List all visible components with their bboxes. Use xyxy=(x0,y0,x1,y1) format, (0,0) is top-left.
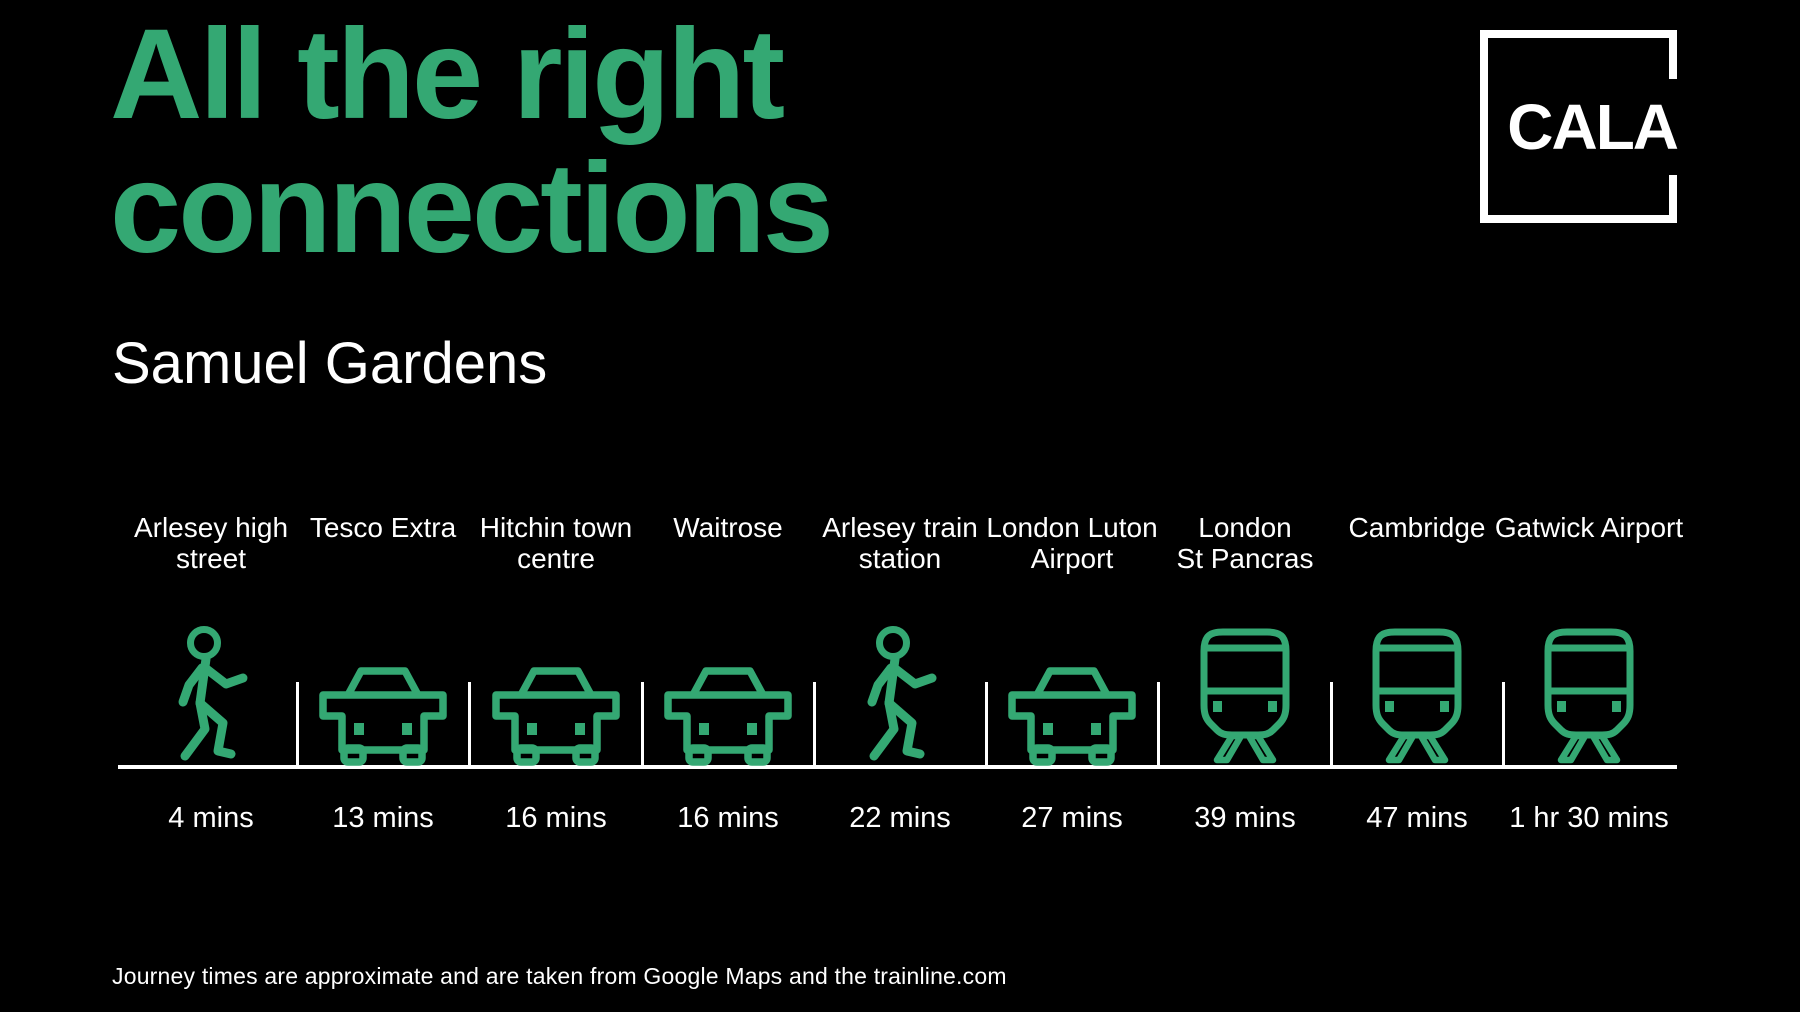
development-name: Samuel Gardens xyxy=(112,331,548,396)
walking-icon xyxy=(867,626,937,761)
destination-label-line: Gatwick Airport xyxy=(1494,512,1684,543)
train-icon xyxy=(1372,628,1462,764)
transport-icon-wrap xyxy=(1005,664,1139,767)
transport-icon-wrap xyxy=(489,664,623,767)
column-divider xyxy=(1157,682,1160,767)
baseline-rule xyxy=(118,765,1677,769)
destination-label-line: Hitchin town xyxy=(479,512,633,543)
car-icon xyxy=(492,667,620,766)
destination-item: Tesco Extra 13 mins xyxy=(273,512,493,852)
destination-label: Hitchin town centre xyxy=(480,512,633,574)
transport-icon-wrap xyxy=(170,625,252,767)
journey-time: 47 mins xyxy=(1366,802,1468,834)
transport-icon-wrap xyxy=(859,625,941,767)
journey-time: 39 mins xyxy=(1194,802,1296,834)
destination-label-line: Cambridge xyxy=(1348,512,1486,543)
transport-icon-wrap xyxy=(1199,627,1291,767)
page-title: All the right connections xyxy=(110,3,834,280)
journey-time: 4 mins xyxy=(168,802,254,834)
destination-label-line: Arlesey train xyxy=(822,512,978,543)
destination-item: London St Pancras 39 mins xyxy=(1135,512,1355,852)
destination-label-line: London xyxy=(1198,512,1292,543)
title-line-1: All the right xyxy=(110,3,785,146)
car-icon xyxy=(319,667,447,766)
car-icon xyxy=(664,667,792,766)
journey-time: 13 mins xyxy=(332,802,434,834)
train-icon xyxy=(1200,628,1290,764)
journey-time: 16 mins xyxy=(677,802,779,834)
journey-time: 27 mins xyxy=(1021,802,1123,834)
destination-label-line: London Luton xyxy=(986,512,1158,543)
destination-label-line: Arlesey high xyxy=(133,512,289,543)
destination-item: Arlesey train station 22 mins xyxy=(790,512,1010,852)
column-divider xyxy=(468,682,471,767)
walking-icon xyxy=(178,626,248,761)
cala-logo: CALA xyxy=(1480,30,1679,223)
car-icon xyxy=(1008,667,1136,766)
column-divider xyxy=(812,682,816,767)
destination-label: London Luton Airport xyxy=(986,512,1157,574)
train-icon xyxy=(1544,628,1634,764)
destination-label: Gatwick Airport xyxy=(1495,512,1683,543)
destination-item: Waitrose 16 mins xyxy=(618,512,838,852)
destination-label: Tesco Extra xyxy=(310,512,456,543)
column-divider xyxy=(1501,682,1505,767)
column-divider xyxy=(295,682,299,767)
destination-item: London Luton Airport 27 mins xyxy=(962,512,1182,852)
transport-icon-wrap xyxy=(1371,627,1463,767)
title-line-2: connections xyxy=(110,137,834,280)
destination-item: Arlesey high street 4 mins xyxy=(101,512,321,852)
destination-label-line: St Pancras xyxy=(1176,543,1314,574)
destination-label-line: station xyxy=(858,543,942,574)
destination-label-line: street xyxy=(175,543,247,574)
column-divider xyxy=(640,682,644,767)
transport-icon-wrap xyxy=(661,664,795,767)
destination-label-line: Airport xyxy=(1030,543,1114,574)
journey-time: 22 mins xyxy=(849,802,951,834)
disclaimer-text: Journey times are approximate and are ta… xyxy=(112,963,1007,989)
column-divider xyxy=(1329,682,1333,767)
transport-icon-wrap xyxy=(1543,627,1635,767)
destination-label: Waitrose xyxy=(673,512,782,543)
destination-label: Cambridge xyxy=(1349,512,1486,543)
cala-logo-wordmark: CALA xyxy=(1493,78,1679,175)
destination-label: Arlesey train station xyxy=(822,512,978,574)
journey-time: 16 mins xyxy=(505,802,607,834)
destination-item: Cambridge 47 mins xyxy=(1307,512,1527,852)
destination-item: Hitchin town centre 16 mins xyxy=(446,512,666,852)
destination-label-line: Tesco Extra xyxy=(309,512,457,543)
destination-label: London St Pancras xyxy=(1177,512,1314,574)
destination-label-line: Waitrose xyxy=(673,512,783,543)
transport-icon-wrap xyxy=(316,664,450,767)
column-divider xyxy=(984,682,988,767)
destination-item: Gatwick Airport 1 hr 30 mins xyxy=(1479,512,1699,852)
journey-time: 1 hr 30 mins xyxy=(1509,802,1669,834)
destination-label-line: centre xyxy=(517,543,595,574)
destination-label: Arlesey high street xyxy=(134,512,288,574)
